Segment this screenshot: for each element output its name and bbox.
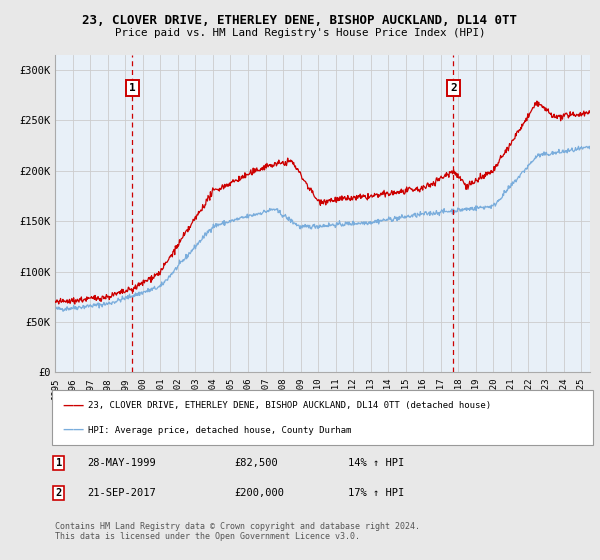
Text: 1: 1 [129,83,136,93]
Text: ——: —— [62,425,85,435]
Text: 1: 1 [56,458,62,468]
Text: 2: 2 [56,488,62,498]
Text: HPI: Average price, detached house, County Durham: HPI: Average price, detached house, Coun… [88,426,352,435]
Text: 23, CLOVER DRIVE, ETHERLEY DENE, BISHOP AUCKLAND, DL14 0TT (detached house): 23, CLOVER DRIVE, ETHERLEY DENE, BISHOP … [88,401,491,410]
Text: Price paid vs. HM Land Registry's House Price Index (HPI): Price paid vs. HM Land Registry's House … [115,28,485,38]
Text: £82,500: £82,500 [234,458,278,468]
Text: 23, CLOVER DRIVE, ETHERLEY DENE, BISHOP AUCKLAND, DL14 0TT: 23, CLOVER DRIVE, ETHERLEY DENE, BISHOP … [83,14,517,27]
Text: £200,000: £200,000 [234,488,284,498]
Text: 17% ↑ HPI: 17% ↑ HPI [348,488,404,498]
Text: ——: —— [62,400,85,410]
Text: 21-SEP-2017: 21-SEP-2017 [87,488,156,498]
Text: 14% ↑ HPI: 14% ↑ HPI [348,458,404,468]
Text: Contains HM Land Registry data © Crown copyright and database right 2024.
This d: Contains HM Land Registry data © Crown c… [55,522,420,542]
Text: 28-MAY-1999: 28-MAY-1999 [87,458,156,468]
Text: 2: 2 [450,83,457,93]
